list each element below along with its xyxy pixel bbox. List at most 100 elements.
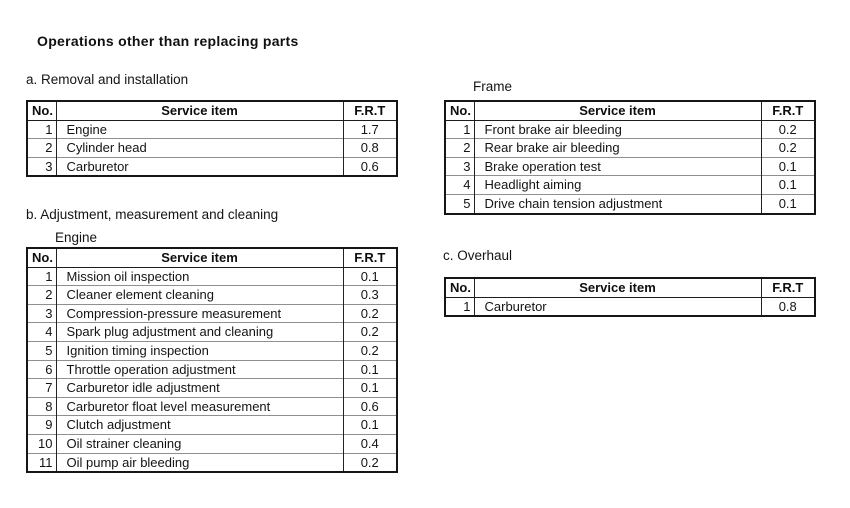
no-column-header: No.	[27, 101, 57, 121]
service-item-cell: Engine	[56, 119, 343, 139]
frt-value-cell: 0.8	[760, 296, 815, 317]
engine-sublabel: Engine	[55, 230, 98, 245]
table-row: 10 Oil strainer cleaning 0.4	[27, 433, 397, 454]
table-row: 8 Carburetor float level measurement 0.6	[27, 396, 397, 416]
page-title: Operations other than replacing parts	[37, 33, 299, 49]
service-item-cell: Carburetor	[56, 156, 343, 177]
table-row: 4 Spark plug adjustment and cleaning 0.2	[27, 322, 397, 342]
row-number-cell: 9	[27, 415, 57, 435]
row-number-cell: 8	[27, 396, 57, 416]
table-row: 9 Clutch adjustment 0.1	[27, 415, 397, 435]
row-number-cell: 3	[27, 156, 57, 177]
frt-value-cell: 0.1	[760, 193, 815, 214]
frt-value-cell: 0.1	[342, 359, 397, 379]
service-item-cell: Ignition timing inspection	[56, 340, 343, 361]
frt-value-cell: 0.1	[760, 156, 815, 176]
service-item-cell: Headlight aiming	[474, 175, 761, 195]
table-header-row: No. Service item F.R.T	[27, 248, 397, 268]
service-item-cell: Cylinder head	[56, 138, 343, 158]
frt-value-cell: 0.2	[760, 119, 815, 139]
service-item-cell: Oil pump air bleeding	[56, 452, 343, 473]
table-row: 1 Front brake air bleeding 0.2	[445, 119, 815, 139]
table-row: 11 Oil pump air bleeding 0.2	[27, 452, 397, 473]
row-number-cell: 2	[445, 138, 475, 158]
table-row: 1 Mission oil inspection 0.1	[27, 266, 397, 286]
service-item-cell: Mission oil inspection	[56, 266, 343, 286]
frt-column-header: F.R.T	[760, 101, 815, 121]
service-item-column-header: Service item	[474, 278, 761, 298]
service-item-cell: Compression-pressure measurement	[56, 303, 343, 323]
service-item-cell: Carburetor idle adjustment	[56, 378, 343, 398]
row-number-cell: 11	[27, 452, 57, 473]
table-row: 3 Brake operation test 0.1	[445, 156, 815, 176]
service-item-cell: Carburetor float level measurement	[56, 396, 343, 416]
frt-value-cell: 0.1	[342, 378, 397, 398]
table-row: 2 Cylinder head 0.8	[27, 138, 397, 158]
row-number-cell: 1	[445, 296, 475, 317]
table-row: 2 Rear brake air bleeding 0.2	[445, 138, 815, 158]
table-header-row: No. Service item F.R.T	[445, 278, 815, 298]
row-number-cell: 1	[27, 119, 57, 139]
service-item-column-header: Service item	[56, 101, 343, 121]
table-row: 4 Headlight aiming 0.1	[445, 175, 815, 195]
table-row: 3 Compression-pressure measurement 0.2	[27, 303, 397, 323]
frt-column-header: F.R.T	[342, 248, 397, 268]
row-number-cell: 6	[27, 359, 57, 379]
frt-value-cell: 0.2	[760, 138, 815, 158]
row-number-cell: 2	[27, 138, 57, 158]
no-column-header: No.	[445, 278, 475, 298]
frame-sublabel: Frame	[473, 79, 513, 94]
frt-value-cell: 1.7	[342, 119, 397, 139]
row-number-cell: 10	[27, 433, 57, 454]
service-item-cell: Rear brake air bleeding	[474, 138, 761, 158]
service-item-cell: Spark plug adjustment and cleaning	[56, 322, 343, 342]
service-item-column-header: Service item	[56, 248, 343, 268]
removal-installation-table: No. Service item F.R.T 1 Engine 1.7 2 Cylind…	[26, 100, 398, 178]
service-item-cell: Brake operation test	[474, 156, 761, 176]
table-row: 1 Carburetor 0.8	[445, 296, 815, 317]
row-number-cell: 5	[27, 340, 57, 361]
table-row: 7 Carburetor idle adjustment 0.1	[27, 378, 397, 398]
table-row: 2 Cleaner element cleaning 0.3	[27, 285, 397, 305]
row-number-cell: 4	[27, 322, 57, 342]
frt-column-header: F.R.T	[342, 101, 397, 121]
row-number-cell: 5	[445, 193, 475, 214]
service-item-cell: Carburetor	[474, 296, 761, 317]
service-item-cell: Cleaner element cleaning	[56, 285, 343, 305]
no-column-header: No.	[27, 248, 57, 268]
row-number-cell: 4	[445, 175, 475, 195]
service-item-cell: Clutch adjustment	[56, 415, 343, 435]
row-number-cell: 1	[27, 266, 57, 286]
frt-value-cell: 0.2	[342, 452, 397, 473]
frt-value-cell: 0.6	[342, 156, 397, 177]
frame-table: No. Service item F.R.T 1 Front brake air …	[444, 100, 816, 215]
frt-value-cell: 0.6	[342, 396, 397, 416]
section-b-label: b. Adjustment, measurement and cleaning	[26, 207, 279, 222]
table-row: 3 Carburetor 0.6	[27, 156, 397, 177]
frt-value-cell: 0.8	[342, 138, 397, 158]
service-item-cell: Drive chain tension adjustment	[474, 193, 761, 214]
frt-column-header: F.R.T	[760, 278, 815, 298]
table-row: 1 Engine 1.7	[27, 119, 397, 139]
service-item-cell: Oil strainer cleaning	[56, 433, 343, 454]
row-number-cell: 3	[445, 156, 475, 176]
frt-value-cell: 0.1	[342, 415, 397, 435]
service-item-column-header: Service item	[474, 101, 761, 121]
section-c-label: c. Overhaul	[443, 248, 513, 263]
table-row: 6 Throttle operation adjustment 0.1	[27, 359, 397, 379]
frt-value-cell: 0.1	[342, 266, 397, 286]
table-header-row: No. Service item F.R.T	[445, 101, 815, 121]
row-number-cell: 3	[27, 303, 57, 323]
table-header-row: No. Service item F.R.T	[27, 101, 397, 121]
overhaul-table: No. Service item F.R.T 1 Carburetor 0.8	[444, 277, 816, 318]
service-item-cell: Throttle operation adjustment	[56, 359, 343, 379]
table-row: 5 Ignition timing inspection 0.2	[27, 340, 397, 361]
table-row: 5 Drive chain tension adjustment 0.1	[445, 193, 815, 214]
row-number-cell: 2	[27, 285, 57, 305]
section-a-label: a. Removal and installation	[26, 72, 189, 87]
no-column-header: No.	[445, 101, 475, 121]
frt-value-cell: 0.3	[342, 285, 397, 305]
frt-value-cell: 0.4	[342, 433, 397, 454]
frt-value-cell: 0.1	[760, 175, 815, 195]
